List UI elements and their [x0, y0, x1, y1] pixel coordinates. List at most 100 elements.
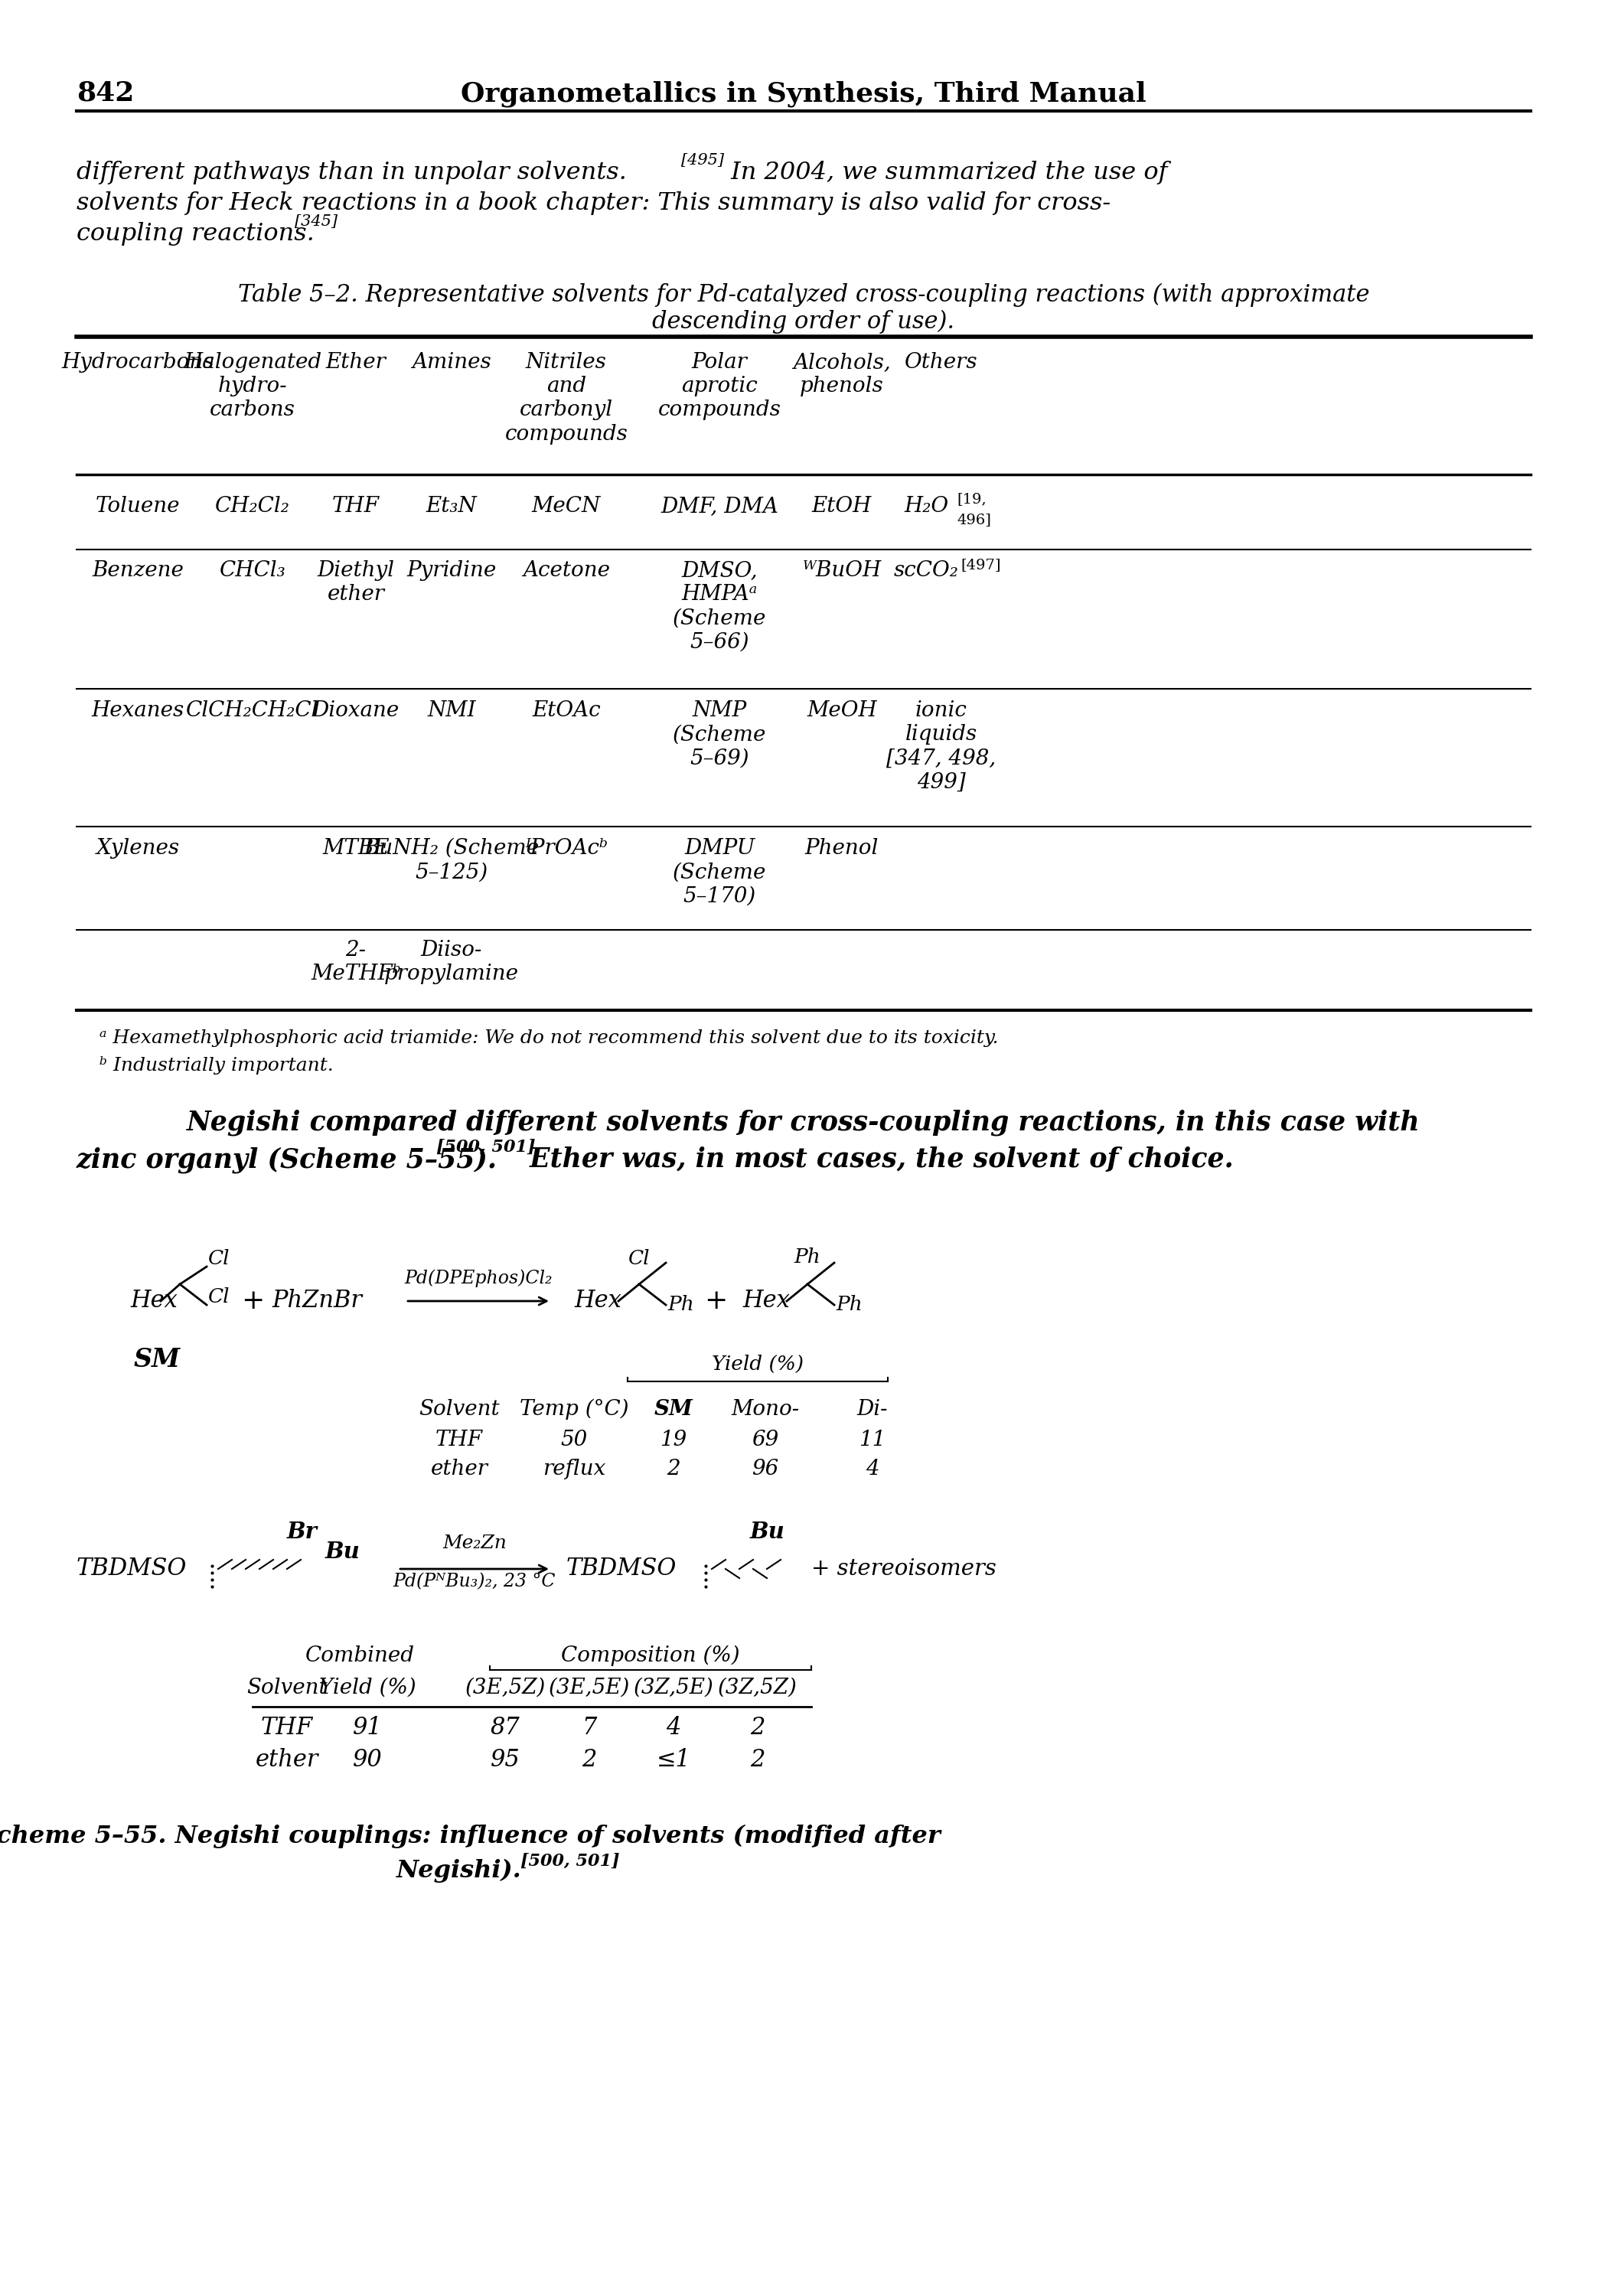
- Text: Diiso-
propylamine: Diiso- propylamine: [384, 939, 519, 985]
- Text: Ether: Ether: [326, 351, 386, 372]
- Text: 87: 87: [490, 1715, 519, 1740]
- Text: Pyridine: Pyridine: [407, 560, 497, 581]
- Text: TBDMSO: TBDMSO: [566, 1557, 677, 1580]
- Text: Br: Br: [286, 1522, 318, 1543]
- Text: Hex: Hex: [743, 1290, 790, 1313]
- Text: Alcohols,
phenols: Alcohols, phenols: [793, 351, 891, 397]
- Text: Dioxane: Dioxane: [312, 700, 400, 721]
- Text: TBDMSO: TBDMSO: [77, 1557, 187, 1580]
- Text: Benzene: Benzene: [92, 560, 183, 581]
- Text: SM: SM: [654, 1398, 693, 1419]
- Text: 11: 11: [859, 1430, 886, 1451]
- Text: Others: Others: [905, 351, 978, 372]
- Text: Solvent: Solvent: [418, 1398, 500, 1419]
- Text: 2: 2: [582, 1747, 597, 1773]
- Text: 96: 96: [753, 1458, 778, 1479]
- Text: DMF, DMA: DMF, DMA: [661, 496, 778, 517]
- Text: [497]: [497]: [960, 558, 1000, 572]
- Text: + stereoisomers: + stereoisomers: [812, 1559, 997, 1580]
- Text: Polar
aprotic
compounds: Polar aprotic compounds: [658, 351, 781, 420]
- Text: EtOAc: EtOAc: [532, 700, 601, 721]
- Text: 4: 4: [865, 1458, 880, 1479]
- Text: Scheme 5–55. Negishi couplings: influence of solvents (modified after: Scheme 5–55. Negishi couplings: influenc…: [0, 1825, 941, 1848]
- Text: ᵇ Industrially important.: ᵇ Industrially important.: [100, 1056, 333, 1075]
- Text: Cl: Cl: [629, 1249, 650, 1267]
- Text: 50: 50: [561, 1430, 587, 1451]
- Text: SM: SM: [133, 1348, 180, 1373]
- Text: scCO₂: scCO₂: [894, 560, 958, 581]
- Text: Cl: Cl: [207, 1288, 230, 1306]
- Text: 2: 2: [751, 1747, 765, 1773]
- Text: 2-
MeTHFᵇ: 2- MeTHFᵇ: [310, 939, 400, 985]
- Text: PhZnBr: PhZnBr: [272, 1290, 362, 1313]
- Text: NMI: NMI: [428, 700, 476, 721]
- Text: Halogenated
hydro-
carbons: Halogenated hydro- carbons: [183, 351, 322, 420]
- Text: THF: THF: [333, 496, 379, 517]
- Text: Phenol: Phenol: [806, 838, 878, 859]
- Text: Ph: Ph: [794, 1249, 820, 1267]
- Text: solvents for Heck reactions in a book chapter: This summary is also valid for cr: solvents for Heck reactions in a book ch…: [77, 191, 1111, 216]
- Text: Nitriles
and
carbonyl
compounds: Nitriles and carbonyl compounds: [505, 351, 627, 445]
- Text: Temp (°C): Temp (°C): [519, 1398, 629, 1419]
- Text: Hex: Hex: [574, 1290, 621, 1313]
- Text: 496]: 496]: [957, 512, 991, 526]
- Text: Xylenes: Xylenes: [96, 838, 180, 859]
- Text: Yield (%): Yield (%): [712, 1355, 804, 1373]
- Text: THF: THF: [436, 1430, 482, 1451]
- Text: 2: 2: [667, 1458, 680, 1479]
- Text: DMPU
(Scheme
5–170): DMPU (Scheme 5–170): [672, 838, 767, 907]
- Text: 91: 91: [352, 1715, 383, 1740]
- Text: 842: 842: [77, 80, 133, 106]
- Text: CHCl₃: CHCl₃: [219, 560, 286, 581]
- Text: Cl: Cl: [207, 1249, 230, 1267]
- Text: Bu: Bu: [325, 1541, 360, 1564]
- Text: [500, 501]: [500, 501]: [436, 1139, 535, 1155]
- Text: DMSO,
HMPAᵃ
(Scheme
5–66): DMSO, HMPAᵃ (Scheme 5–66): [672, 560, 767, 652]
- Text: 7: 7: [582, 1715, 597, 1740]
- Text: Acetone: Acetone: [523, 560, 609, 581]
- Text: CH₂Cl₂: CH₂Cl₂: [215, 496, 289, 517]
- Text: 90: 90: [352, 1747, 383, 1773]
- Text: Diethyl
ether: Diethyl ether: [317, 560, 394, 604]
- Text: Pd(PᴺBu₃)₂, 23 °C: Pd(PᴺBu₃)₂, 23 °C: [394, 1573, 556, 1591]
- Text: MTBE: MTBE: [322, 838, 389, 859]
- Text: In 2004, we summarized the use of: In 2004, we summarized the use of: [724, 161, 1167, 184]
- Text: 19: 19: [659, 1430, 687, 1451]
- Text: MeCN: MeCN: [532, 496, 601, 517]
- Text: Composition (%): Composition (%): [561, 1646, 740, 1667]
- Text: (3Z,5E): (3Z,5E): [634, 1678, 714, 1699]
- Text: [495]: [495]: [682, 154, 724, 168]
- Text: (3Z,5Z): (3Z,5Z): [717, 1678, 798, 1699]
- Text: Negishi compared different solvents for cross-coupling reactions, in this case w: Negishi compared different solvents for …: [187, 1109, 1420, 1137]
- Text: H₂O: H₂O: [904, 496, 949, 517]
- Text: [500, 501]: [500, 501]: [521, 1853, 619, 1869]
- Text: Organometallics in Synthesis, Third Manual: Organometallics in Synthesis, Third Manu…: [461, 80, 1147, 106]
- Text: 4: 4: [666, 1715, 680, 1740]
- Text: Ether was, in most cases, the solvent of choice.: Ether was, in most cases, the solvent of…: [521, 1146, 1233, 1173]
- Text: Yield (%): Yield (%): [318, 1678, 416, 1699]
- Text: coupling reactions.: coupling reactions.: [77, 223, 315, 246]
- Text: Solvent: Solvent: [246, 1678, 328, 1699]
- Text: Amines: Amines: [412, 351, 492, 372]
- Text: ClCH₂CH₂Cl: ClCH₂CH₂Cl: [187, 700, 318, 721]
- Text: reflux: reflux: [542, 1458, 606, 1479]
- Text: +: +: [241, 1288, 264, 1313]
- Text: ether: ether: [256, 1747, 318, 1773]
- Text: Et₃N: Et₃N: [426, 496, 478, 517]
- Text: Mono-: Mono-: [732, 1398, 799, 1419]
- Text: Me₂Zn: Me₂Zn: [442, 1534, 507, 1552]
- Text: Table 5–2. Representative solvents for Pd-catalyzed cross-coupling reactions (wi: Table 5–2. Representative solvents for P…: [238, 282, 1370, 308]
- Text: ≤1: ≤1: [656, 1747, 691, 1773]
- Text: 69: 69: [753, 1430, 778, 1451]
- Text: (3E,5E): (3E,5E): [548, 1678, 630, 1699]
- Text: Toluene: Toluene: [95, 496, 180, 517]
- Text: Bu: Bu: [749, 1522, 785, 1543]
- Text: 95: 95: [490, 1747, 519, 1773]
- Text: EtOH: EtOH: [812, 496, 872, 517]
- Text: ether: ether: [431, 1458, 487, 1479]
- Text: Hydrocarbons: Hydrocarbons: [61, 351, 214, 372]
- Text: zinc organyl (Scheme 5–55).: zinc organyl (Scheme 5–55).: [77, 1146, 497, 1173]
- Text: Ph: Ph: [836, 1295, 862, 1313]
- Text: Combined: Combined: [306, 1646, 415, 1667]
- Text: Di-: Di-: [857, 1398, 888, 1419]
